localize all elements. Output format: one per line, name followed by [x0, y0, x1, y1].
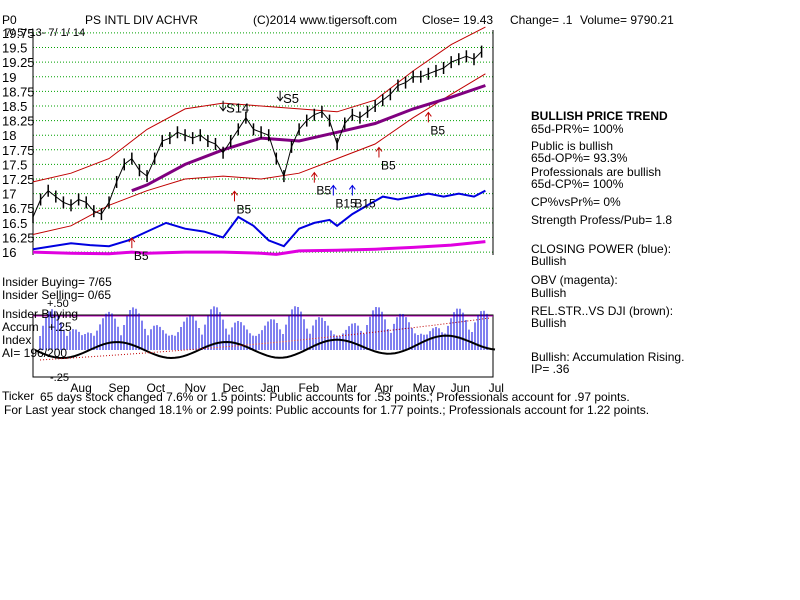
- signal-arrow-2: [231, 190, 238, 202]
- y-tick-label: 17.25: [2, 172, 35, 187]
- ai-title-accum: Accum: [2, 320, 39, 334]
- month-label-9: May: [413, 381, 436, 395]
- signal-label-1: S5: [283, 91, 299, 106]
- status-line-8: CLOSING POWER (blue):: [531, 242, 672, 256]
- signal-arrow-1: [276, 90, 284, 102]
- status-line-0: BULLISH PRICE TREND: [531, 109, 668, 123]
- month-label-11: Jul: [489, 381, 504, 395]
- y-tick-label: 18: [2, 128, 16, 143]
- ai-title-insider: Insider Buying: [2, 307, 79, 321]
- y-tick-label: 18.25: [2, 114, 35, 129]
- status-line-11: Bullish: [531, 286, 567, 300]
- status-line-2: Public is bullish: [531, 139, 614, 153]
- volume-value: Volume= 9790.21: [580, 13, 674, 27]
- status-line-5: 65d-CP%= 100%: [531, 177, 624, 191]
- y-tick-label: 16: [2, 245, 16, 260]
- close-value: Close= 19.43: [422, 13, 494, 27]
- signal-arrow-6: [375, 146, 383, 158]
- y-axis-labels: 19.7519.519.251918.7518.518.251817.7517.…: [2, 26, 35, 260]
- price-line: [32, 51, 482, 218]
- bottom-left-label: Ticker: [2, 389, 35, 403]
- insider-buying-count: Insider Buying= 7/65: [2, 275, 112, 289]
- y-tick-label: 16.75: [2, 201, 35, 216]
- ticker-code: P0: [2, 13, 17, 27]
- month-label-0: Aug: [70, 381, 91, 395]
- closing-power-line: [32, 189, 486, 251]
- signal-label-6: B5: [381, 158, 396, 172]
- status-line-10: OBV (magenta):: [531, 273, 618, 287]
- y-tick-label: 16.25: [2, 230, 35, 245]
- ai-plus50: +.50: [47, 298, 69, 310]
- footer-65day: 65 days stock changed 7.6% or 1.5 points…: [40, 390, 630, 404]
- y-tick-label: 17: [2, 187, 16, 202]
- status-line-13: Bullish: [531, 316, 567, 330]
- status-line-4: Professionals are bullish: [531, 165, 662, 179]
- y-tick-label: 19.25: [2, 55, 35, 70]
- month-label-2: Oct: [146, 381, 165, 395]
- insider-selling-count: Insider Selling= 0/65: [2, 288, 112, 302]
- month-label-1: Sep: [108, 381, 130, 395]
- month-label-5: Jan: [261, 381, 280, 395]
- status-line-9: Bullish: [531, 254, 567, 268]
- month-label-10: Jun: [451, 381, 470, 395]
- signal-arrow-0: [219, 100, 227, 112]
- month-axis-labels: Aug Sep Oct Nov Dec Jan Feb Mar Apr May Jun Jul: [70, 381, 504, 395]
- fund-name: PS INTL DIV ACHVR: [85, 13, 198, 27]
- signal-arrow-5: [348, 184, 356, 196]
- ai-title-index: Index: [2, 333, 32, 347]
- month-label-6: Feb: [299, 381, 320, 395]
- signal-arrow-8: [128, 237, 136, 249]
- y-tick-label: 18.5: [2, 99, 27, 114]
- status-line-6: CP%vsPr%= 0%: [531, 195, 621, 209]
- status-line-3: 65d-OP%= 93.3%: [531, 151, 628, 165]
- y-tick-label: 19: [2, 70, 16, 85]
- signal-label-0: S14: [226, 101, 249, 116]
- status-line-15: IP= .36: [531, 362, 570, 376]
- signal-label-7: B5: [430, 123, 445, 137]
- status-line-14: Bullish: Accumulation Rising.: [531, 350, 685, 364]
- y-tick-label: 17.75: [2, 143, 35, 158]
- y-tick-label: 17.5: [2, 157, 27, 172]
- signal-arrow-3: [310, 171, 318, 183]
- footer-year: For Last year stock changed 18.1% or 2.9…: [4, 403, 650, 417]
- ai-value: AI= 196/200: [2, 346, 68, 360]
- month-label-7: Mar: [337, 381, 358, 395]
- copyright: (C)2014 www.tigersoft.com: [253, 13, 398, 27]
- signal-arrow-7: [424, 111, 432, 123]
- y-tick-label: 19.5: [2, 41, 27, 56]
- ai-minus25: -.25: [50, 372, 69, 384]
- y-tick-label: 16.5: [2, 216, 27, 231]
- y-tick-label: 19.75: [2, 26, 35, 41]
- signal-label-8: B5: [134, 249, 149, 263]
- signal-label-2: B5: [236, 202, 251, 216]
- accumulation-bars: [39, 306, 488, 350]
- signal-label-4: B15: [335, 196, 357, 210]
- y-tick-label: 18.75: [2, 84, 35, 99]
- month-label-4: Dec: [222, 381, 243, 395]
- signal-label-3: B5: [316, 184, 331, 198]
- status-line-1: 65d-PR%= 100%: [531, 122, 624, 136]
- obv-line: [32, 240, 486, 256]
- ai-panel-frame: [32, 314, 494, 378]
- date-range: 7/ 5/ 13- 7/ 1/ 14: [5, 27, 86, 39]
- signal-label-5: B15: [354, 196, 376, 210]
- ai-plus25: +.25: [48, 320, 72, 334]
- relative-strength-line: [34, 334, 496, 360]
- change-value: Change= .1: [510, 13, 573, 27]
- signal-arrow-4: [329, 184, 337, 196]
- month-label-8: Apr: [375, 381, 394, 395]
- status-line-7: Strength Profess/Pub= 1.8: [531, 213, 673, 227]
- status-line-12: REL.STR..VS DJI (brown):: [531, 304, 674, 318]
- upper-band-line: [32, 26, 486, 183]
- moving-average-line: [131, 84, 486, 193]
- month-label-3: Nov: [184, 381, 205, 395]
